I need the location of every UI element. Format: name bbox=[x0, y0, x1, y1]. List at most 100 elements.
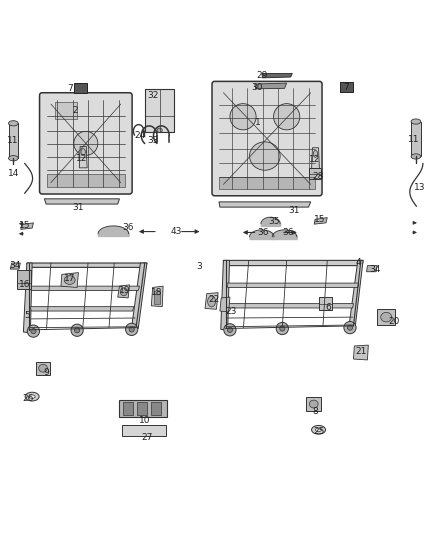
Text: 31: 31 bbox=[73, 203, 84, 212]
Polygon shape bbox=[353, 345, 368, 360]
Polygon shape bbox=[11, 263, 20, 269]
Text: 36: 36 bbox=[257, 228, 268, 237]
Text: 18: 18 bbox=[151, 288, 163, 297]
Text: 36: 36 bbox=[282, 228, 294, 237]
Text: 34: 34 bbox=[370, 265, 381, 274]
FancyBboxPatch shape bbox=[39, 93, 132, 194]
Polygon shape bbox=[46, 174, 125, 187]
Text: 26: 26 bbox=[22, 394, 33, 403]
Text: 23: 23 bbox=[226, 306, 237, 316]
Text: 4: 4 bbox=[356, 257, 361, 266]
Polygon shape bbox=[23, 263, 32, 333]
Polygon shape bbox=[221, 261, 230, 330]
Ellipse shape bbox=[347, 325, 353, 330]
Ellipse shape bbox=[25, 392, 39, 401]
Text: 30: 30 bbox=[251, 83, 262, 92]
Ellipse shape bbox=[309, 400, 318, 408]
Ellipse shape bbox=[280, 326, 285, 331]
Text: 25: 25 bbox=[313, 427, 324, 436]
Polygon shape bbox=[367, 265, 377, 272]
Text: 36: 36 bbox=[123, 223, 134, 232]
Ellipse shape bbox=[64, 276, 75, 285]
Bar bbox=[74, 83, 87, 93]
Ellipse shape bbox=[381, 312, 392, 322]
Polygon shape bbox=[314, 217, 327, 224]
Ellipse shape bbox=[81, 149, 85, 156]
Polygon shape bbox=[61, 272, 78, 287]
Bar bbox=[154, 292, 160, 304]
Bar bbox=[137, 402, 148, 415]
Polygon shape bbox=[223, 261, 363, 265]
Ellipse shape bbox=[9, 120, 18, 126]
Text: 9: 9 bbox=[44, 368, 49, 377]
Ellipse shape bbox=[39, 364, 47, 372]
Polygon shape bbox=[205, 293, 218, 309]
Polygon shape bbox=[30, 306, 134, 311]
Bar bbox=[120, 400, 167, 417]
Ellipse shape bbox=[411, 119, 421, 124]
Text: 14: 14 bbox=[8, 169, 19, 179]
Ellipse shape bbox=[154, 290, 160, 295]
Ellipse shape bbox=[344, 321, 356, 334]
Ellipse shape bbox=[250, 142, 280, 170]
Ellipse shape bbox=[71, 324, 83, 336]
Text: 31: 31 bbox=[288, 206, 300, 215]
Text: 5: 5 bbox=[24, 311, 30, 320]
Text: 21: 21 bbox=[355, 347, 367, 356]
FancyBboxPatch shape bbox=[212, 82, 322, 196]
Ellipse shape bbox=[227, 327, 233, 333]
Text: 11: 11 bbox=[407, 134, 419, 143]
Text: 29: 29 bbox=[256, 71, 268, 80]
Polygon shape bbox=[219, 176, 315, 189]
Text: 35: 35 bbox=[268, 217, 279, 227]
Bar bbox=[122, 425, 166, 436]
Polygon shape bbox=[30, 286, 140, 290]
Text: 6: 6 bbox=[325, 303, 331, 312]
Ellipse shape bbox=[74, 328, 80, 333]
Ellipse shape bbox=[411, 154, 421, 159]
Bar bbox=[17, 270, 31, 289]
Ellipse shape bbox=[315, 428, 321, 432]
Ellipse shape bbox=[126, 323, 138, 335]
Polygon shape bbox=[132, 263, 147, 328]
Text: 3: 3 bbox=[197, 262, 202, 271]
Bar bbox=[145, 89, 174, 132]
Polygon shape bbox=[255, 83, 287, 89]
Polygon shape bbox=[118, 285, 130, 298]
Ellipse shape bbox=[27, 325, 39, 337]
Polygon shape bbox=[219, 202, 311, 207]
Ellipse shape bbox=[74, 131, 98, 156]
Polygon shape bbox=[21, 223, 33, 229]
Polygon shape bbox=[79, 147, 87, 168]
Ellipse shape bbox=[129, 327, 134, 332]
Text: 11: 11 bbox=[7, 136, 19, 146]
Text: 17: 17 bbox=[64, 274, 75, 283]
Text: 13: 13 bbox=[414, 183, 426, 192]
Bar bbox=[319, 297, 332, 310]
Bar bbox=[377, 309, 396, 326]
Ellipse shape bbox=[29, 395, 35, 398]
Text: 15: 15 bbox=[314, 215, 325, 224]
Ellipse shape bbox=[230, 103, 256, 130]
Ellipse shape bbox=[157, 128, 162, 133]
Bar bbox=[123, 402, 134, 415]
Text: 32: 32 bbox=[147, 91, 158, 100]
Text: 8: 8 bbox=[312, 407, 318, 416]
Text: 28: 28 bbox=[312, 173, 323, 182]
Ellipse shape bbox=[9, 156, 18, 161]
Bar bbox=[151, 402, 161, 415]
Ellipse shape bbox=[276, 322, 288, 335]
Bar bbox=[309, 168, 321, 179]
Polygon shape bbox=[311, 148, 319, 169]
Text: 15: 15 bbox=[19, 221, 31, 230]
Text: 24: 24 bbox=[135, 131, 146, 140]
Text: 1: 1 bbox=[255, 118, 261, 127]
Text: 27: 27 bbox=[141, 433, 153, 442]
Text: 22: 22 bbox=[208, 295, 219, 304]
Ellipse shape bbox=[224, 324, 236, 336]
Ellipse shape bbox=[208, 296, 215, 307]
Bar bbox=[339, 82, 353, 92]
Polygon shape bbox=[151, 286, 163, 306]
Ellipse shape bbox=[274, 103, 300, 130]
Bar bbox=[306, 398, 321, 410]
